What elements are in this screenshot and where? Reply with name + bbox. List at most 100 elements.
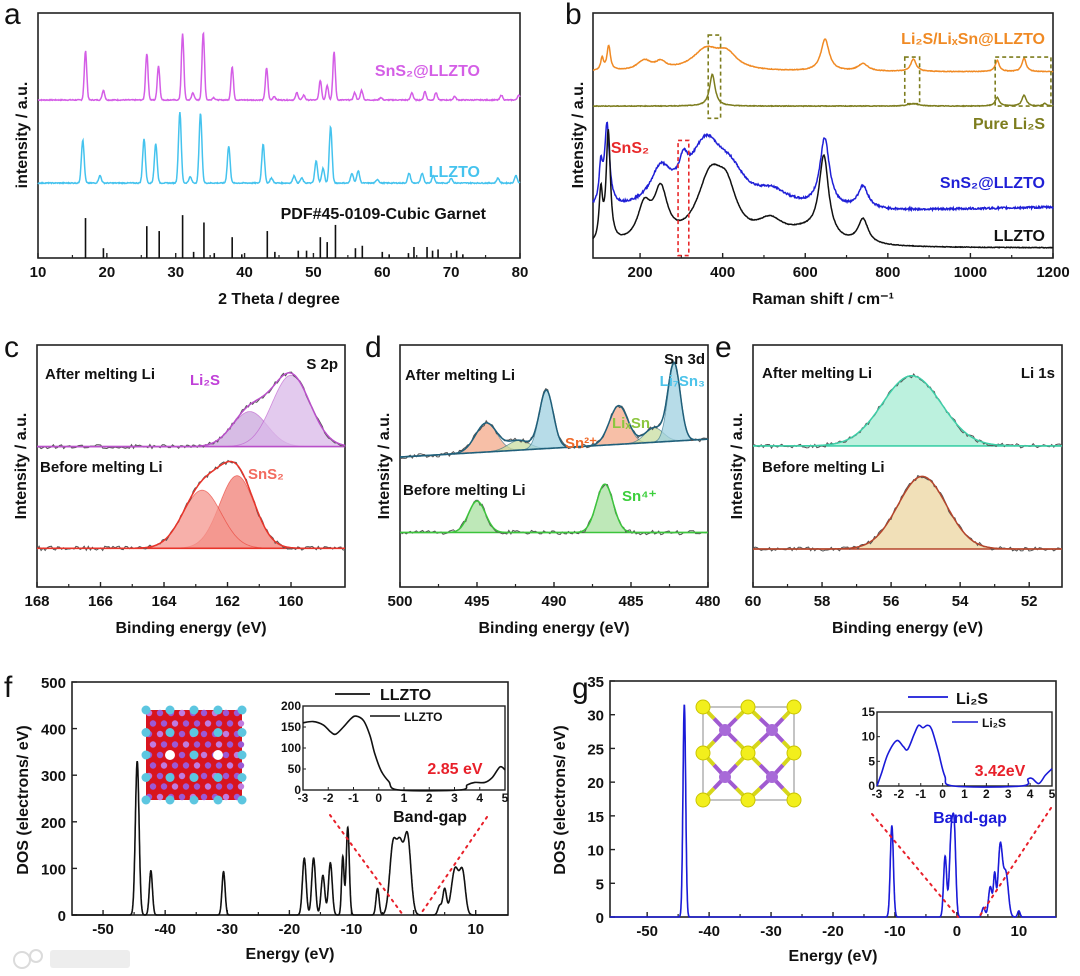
atom [237, 795, 247, 805]
atom [149, 783, 157, 790]
x-axis-title: Binding energy (eV) [115, 620, 266, 637]
inset-x-tick-label: -1 [915, 787, 926, 801]
x-tick-label: -20 [279, 921, 301, 938]
inset-frame [876, 711, 1053, 787]
series-label: LLZTO [429, 164, 480, 181]
highlight-box [903, 56, 921, 105]
atom [189, 705, 199, 715]
atom [189, 728, 199, 737]
atom [222, 793, 230, 801]
raman-spectrum-line [592, 38, 1054, 73]
panel-a: a 10 20 30 40 50 60 70 80 2 Theta / degree intensi… [4, 0, 528, 308]
band-gap-caption: Band-gap [393, 809, 467, 826]
series-label: LLZTO [994, 228, 1045, 245]
atom [171, 783, 179, 790]
atom [165, 705, 175, 715]
watermark-logo [13, 949, 130, 969]
zoom-guide-line [871, 813, 959, 918]
x-tick-label: 160 [279, 593, 304, 610]
band-gap-value: 3.42eV [975, 763, 1026, 780]
y-tick-label: 20 [587, 775, 604, 792]
fitted-component-peak [400, 390, 709, 458]
sulfur-atom [786, 792, 802, 808]
atom [178, 709, 186, 717]
llzto-crystal-structure-image [141, 705, 247, 805]
atom [149, 762, 157, 769]
x-tick-label: 1200 [1036, 264, 1069, 281]
lithium-atom [719, 724, 731, 736]
fit-envelope-line [400, 361, 709, 458]
series-label: After melting Li [405, 367, 515, 384]
x-tick-label: -30 [760, 923, 782, 940]
atom [141, 773, 151, 782]
atom [165, 773, 175, 782]
x-axis-title: Binding energy (eV) [478, 620, 629, 637]
core-level-label: Li 1s [1021, 365, 1055, 382]
series-label: After melting Li [45, 366, 155, 383]
inset-legend-label: Li₂S [982, 716, 1006, 730]
x-tick-label: -20 [822, 923, 844, 940]
atom [237, 750, 247, 760]
x-tick-label: 58 [814, 593, 831, 610]
x-tick-label: 60 [745, 593, 762, 610]
panel-b: b 200 400 600 800 1000 1200 Raman shift / cm⁻¹ I… [565, 0, 1070, 308]
atom [193, 783, 201, 790]
x-tick-label: -50 [636, 923, 658, 940]
y-axis-title: intensity / a.u. [14, 82, 31, 189]
x-tick-label: 70 [443, 264, 460, 281]
x-tick-label: -10 [341, 921, 363, 938]
panel-d: d 500 495 490 485 480 Binding energy (eV) Inten… [365, 331, 721, 637]
y-tick-label: 100 [41, 861, 66, 878]
atom [215, 741, 223, 748]
xrd-pattern-line [37, 31, 521, 102]
atom [204, 741, 212, 748]
atom [141, 705, 151, 715]
panel-e: e 60 58 56 54 52 Binding energy (eV) Intensity … [715, 331, 1063, 637]
series-label: Before melting Li [403, 482, 526, 499]
atom [182, 762, 190, 769]
atom [171, 741, 179, 748]
void [165, 750, 175, 760]
inset-x-tick-label: -3 [298, 791, 309, 805]
inset-x-tick-label: 5 [502, 791, 509, 805]
atom [178, 793, 186, 801]
core-level-label: S 2p [306, 356, 338, 373]
zoom-guide-line [978, 807, 1052, 918]
atom [215, 783, 223, 790]
atom [200, 793, 208, 801]
y-axis-title: DOS (electrons/ eV) [552, 725, 569, 874]
y-tick-label: 0 [58, 908, 66, 925]
atom [178, 730, 186, 738]
x-tick-label: 0 [953, 923, 961, 940]
x-tick-label: 30 [167, 264, 184, 281]
inset-x-tick-label: 0 [939, 787, 946, 801]
x-tick-label: 164 [151, 593, 177, 610]
inset-x-tick-label: -1 [348, 791, 359, 805]
fitted-component-peak [753, 375, 1062, 447]
x-tick-label: 54 [952, 593, 969, 610]
atom [156, 730, 164, 738]
x-tick-label: 1000 [954, 264, 987, 281]
peak-annotation: Li₇Sn₃ [660, 373, 705, 390]
sulfur-atom [695, 745, 711, 761]
fit-envelope-line [37, 460, 345, 550]
li2s-crystal-structure-image [695, 699, 802, 808]
inset-y-tick-label: 0 [868, 779, 875, 793]
inset-y-tick-label: 0 [294, 783, 301, 797]
panel-letter: a [4, 0, 21, 31]
inset-x-tick-label: 4 [476, 791, 483, 805]
panel-f: f-50 -40 -30 -20 -10 0 100100200300400500Energ… [4, 671, 509, 963]
plot-frame [36, 344, 346, 588]
y-tick-label: 25 [587, 741, 604, 758]
inset-x-tick-label: -2 [894, 787, 905, 801]
series-label: SnS₂@LLZTO [375, 63, 480, 80]
atom [204, 762, 212, 769]
atom [226, 720, 234, 727]
atom [237, 728, 247, 737]
panel-letter: g [572, 672, 589, 705]
fit-envelope-line [400, 483, 708, 534]
atom [171, 720, 179, 727]
inset-y-tick-label: 5 [868, 754, 875, 768]
x-tick-label: 400 [710, 264, 735, 281]
